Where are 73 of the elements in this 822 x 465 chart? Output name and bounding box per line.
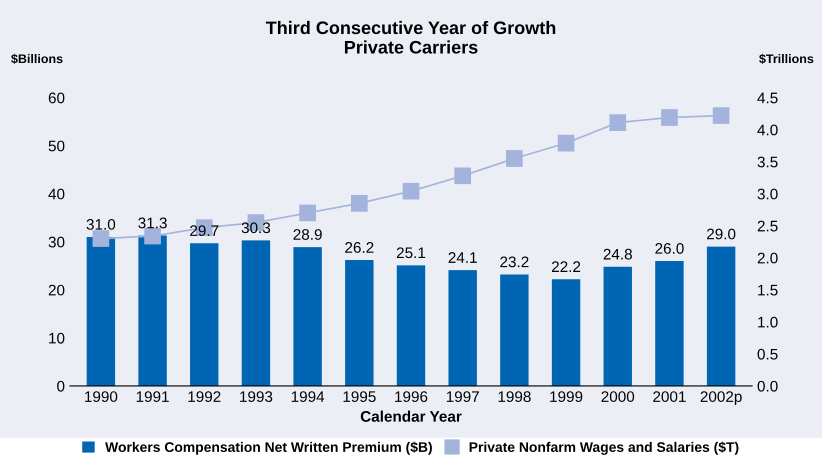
x-tick-label: 1993 xyxy=(240,391,272,402)
data-label: 22.2 xyxy=(552,261,580,272)
y-axis-title: $Billions xyxy=(11,54,63,64)
point xyxy=(454,167,472,184)
bar xyxy=(706,246,736,386)
y2-tick-label: 4.0 xyxy=(757,124,778,136)
x-tick-label: 2000 xyxy=(602,391,634,402)
data-label: 24.8 xyxy=(604,248,632,260)
y2-tick-label: 3.5 xyxy=(758,156,778,168)
x-tick-label: 1995 xyxy=(343,391,376,402)
y-tick-label: 40 xyxy=(48,188,64,200)
bar xyxy=(448,270,477,386)
point xyxy=(661,109,678,126)
bar xyxy=(138,236,167,386)
chart-title: Third Consecutive Year of Growth Private Carriers xyxy=(266,20,556,54)
data-label: 30.3 xyxy=(242,222,270,234)
bar xyxy=(242,240,270,386)
y2-tick-label: 0.0 xyxy=(758,380,778,392)
legend-label: Workers Compensation Net Written Premium ($B) xyxy=(105,442,432,455)
x-tick-label: 2001 xyxy=(653,391,686,402)
y2-tick-label: 1.0 xyxy=(758,316,778,328)
point xyxy=(402,182,420,200)
y2-tick-label: 0.5 xyxy=(758,348,778,360)
y2-tick-label: 2.5 xyxy=(758,220,778,232)
data-label: 26.0 xyxy=(655,243,684,254)
point xyxy=(350,195,368,212)
data-label: 29.0 xyxy=(707,228,736,240)
x-tick-label: 2002p xyxy=(700,391,742,406)
x-tick-label: 1990 xyxy=(85,391,118,402)
x-tick-label: 1997 xyxy=(446,391,479,402)
bar xyxy=(293,247,322,386)
x-tick-label: 1999 xyxy=(550,391,582,402)
point xyxy=(712,107,730,124)
data-label: 31.0 xyxy=(86,218,116,230)
bar xyxy=(86,236,116,386)
y2-tick-label: 3.0 xyxy=(758,188,778,200)
data-label: 24.1 xyxy=(448,252,477,263)
y-tick-label: 0 xyxy=(57,380,64,392)
x-axis-title: Calendar Year xyxy=(360,410,462,422)
data-label: 23.2 xyxy=(500,256,528,268)
bar xyxy=(604,266,632,386)
y-tick-label: 50 xyxy=(48,140,64,152)
x-tick-label: 1996 xyxy=(395,391,428,402)
y2-tick-label: 2.0 xyxy=(758,252,778,264)
y2-tick-label: 4.5 xyxy=(757,92,778,104)
y-tick-label: 60 xyxy=(48,92,64,104)
x-tick-label: 1992 xyxy=(188,391,220,402)
point xyxy=(299,204,316,222)
bar xyxy=(655,261,684,386)
bar xyxy=(190,243,218,386)
legend-label: Private Nonfarm Wages and Salaries ($T) xyxy=(470,442,738,455)
y-tick-label: 30 xyxy=(48,236,64,248)
y-tick-label: 20 xyxy=(48,284,64,296)
point xyxy=(144,228,161,244)
data-label: 28.9 xyxy=(294,229,322,240)
x-tick-label: 1998 xyxy=(498,391,531,402)
point xyxy=(506,150,523,167)
bar xyxy=(396,265,426,386)
y-tick-label: 10 xyxy=(49,332,64,344)
data-label: 31.3 xyxy=(138,218,167,228)
y2-axis-title: $Trillions xyxy=(759,54,814,64)
bar xyxy=(500,274,529,386)
data-label: 26.2 xyxy=(345,242,374,253)
bar xyxy=(552,279,580,386)
point xyxy=(92,230,110,247)
x-tick-label: 1991 xyxy=(136,391,169,402)
point xyxy=(558,134,574,152)
x-tick-label: 1994 xyxy=(292,391,324,402)
y2-tick-label: 1.5 xyxy=(758,284,778,296)
point xyxy=(609,114,626,131)
data-label: 29.7 xyxy=(190,225,218,236)
data-label: 25.1 xyxy=(396,247,426,258)
bar xyxy=(345,260,374,386)
